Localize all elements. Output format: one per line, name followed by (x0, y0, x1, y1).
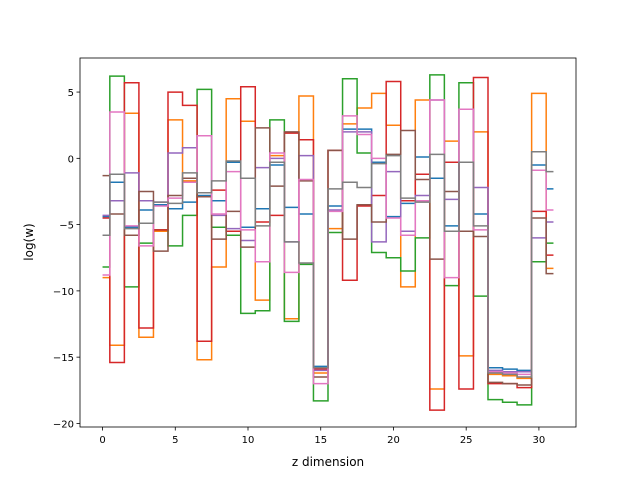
x-tick-label: 5 (172, 435, 178, 446)
axes-frame (79, 57, 577, 428)
plot-area (102, 74, 554, 411)
x-tick-label: 10 (242, 435, 255, 446)
y-tick-label: −10 (53, 287, 74, 298)
x-axis-label: z dimension (292, 455, 364, 469)
y-tick-label: −15 (53, 353, 74, 364)
x-tick-label: 30 (533, 435, 546, 446)
x-tick-label: 25 (460, 435, 473, 446)
y-tick-label: −5 (59, 221, 74, 232)
y-axis-label: log(w) (22, 223, 36, 260)
y-tick-label: 5 (68, 88, 74, 99)
step-line (102, 150, 554, 378)
x-tick-label: 15 (314, 435, 327, 446)
y-tick-label: −20 (53, 419, 74, 430)
x-tick-label: 20 (387, 435, 400, 446)
x-tick-label: 0 (99, 435, 105, 446)
y-tick-label: 0 (68, 154, 74, 165)
